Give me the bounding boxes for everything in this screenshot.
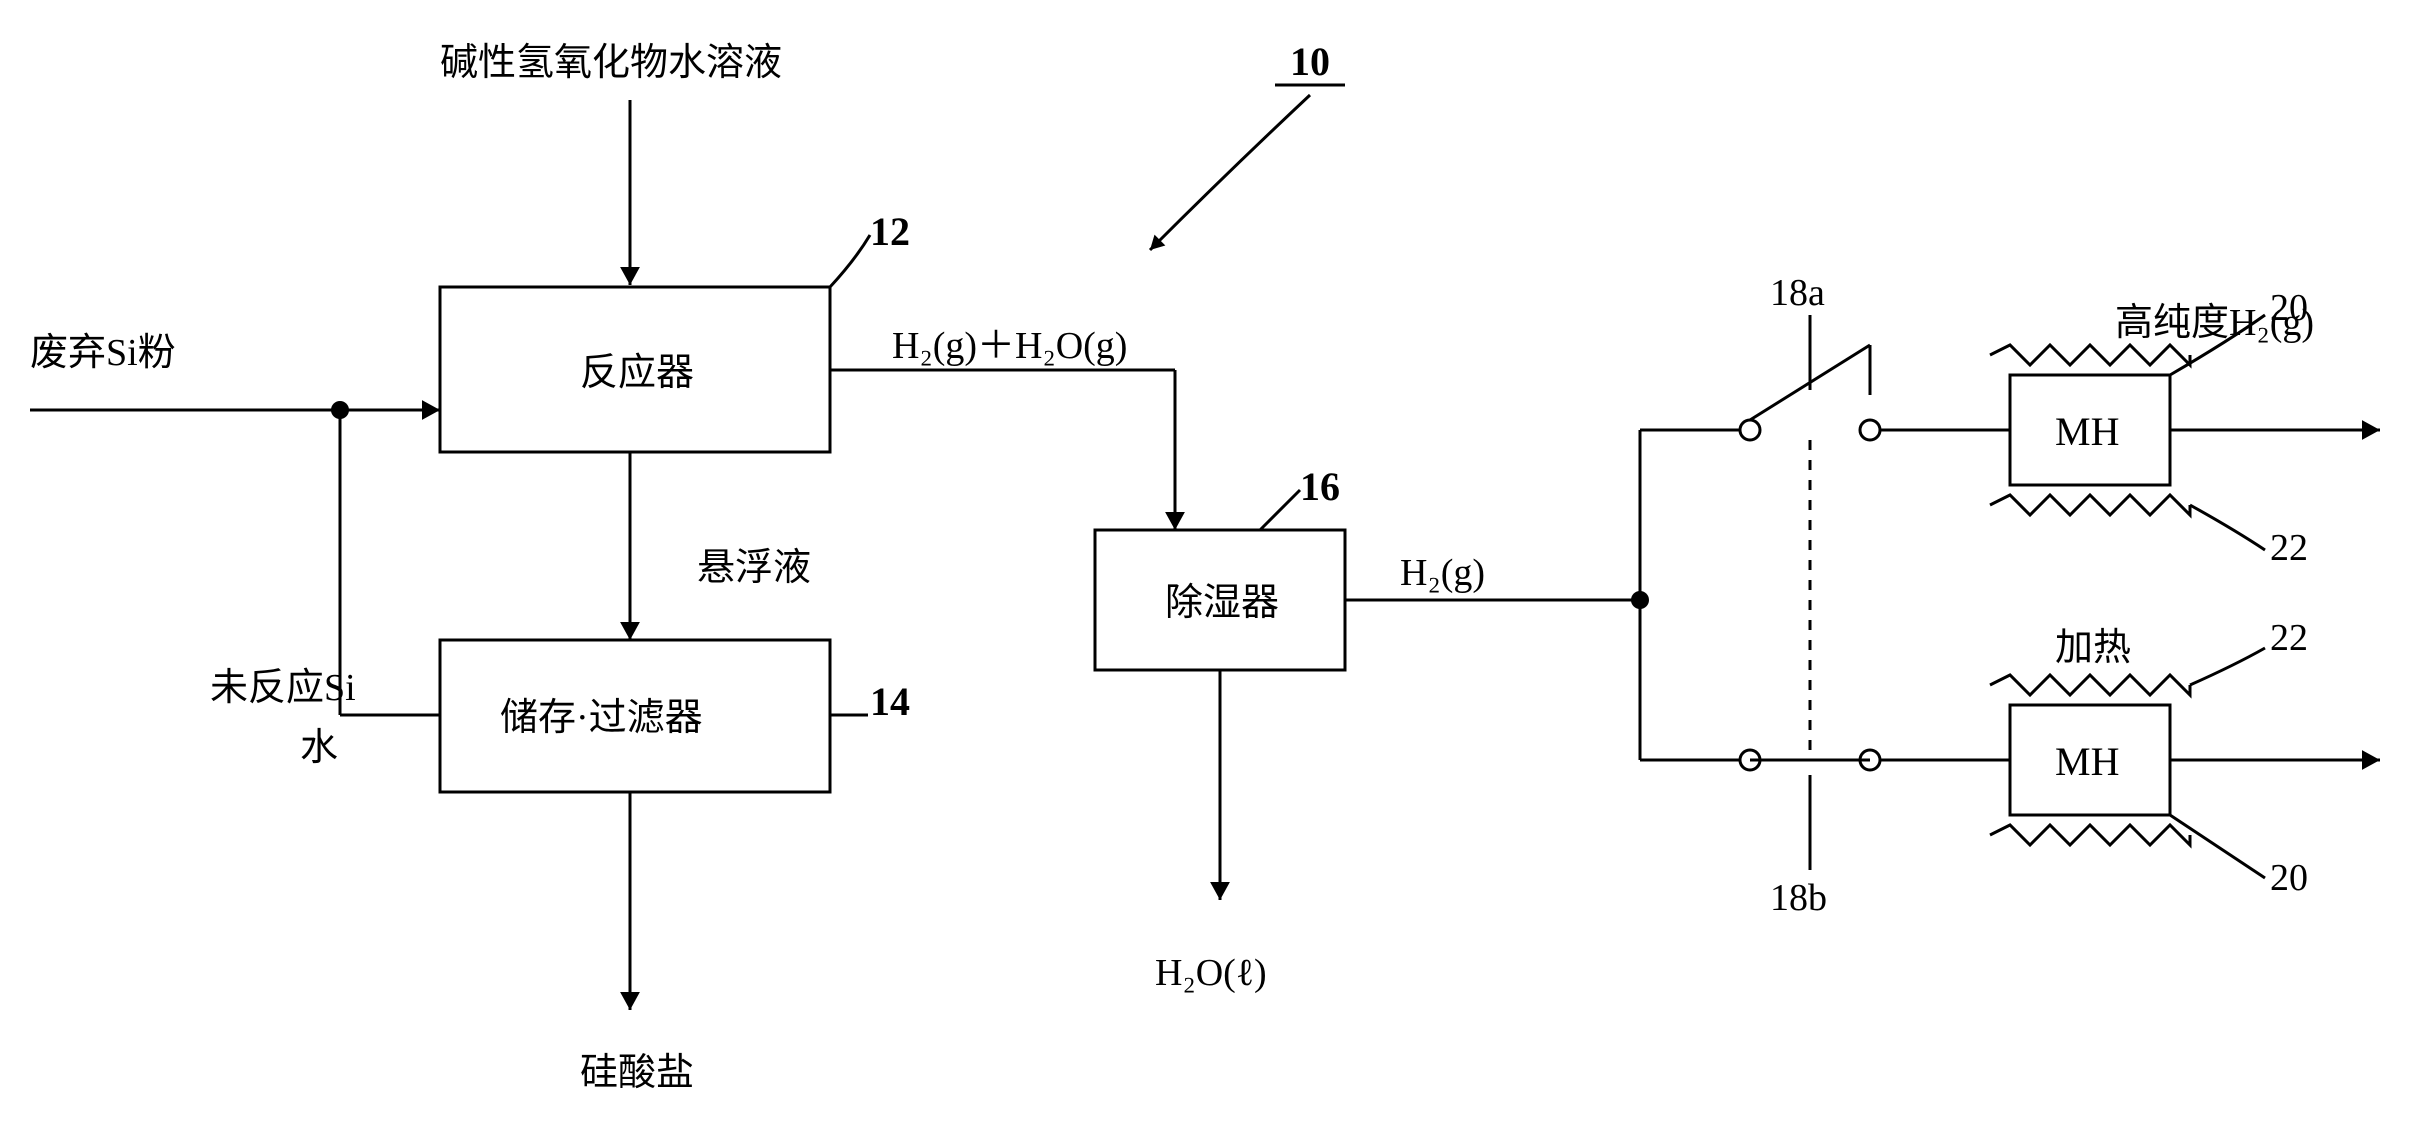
ref-18b: 18b <box>1770 877 1827 919</box>
reactor-out-head <box>1165 512 1185 530</box>
mh-top-ref22: 22 <box>2270 527 2308 569</box>
reactor-ref: 12 <box>870 209 910 254</box>
mh-top-label: MH <box>2055 409 2119 454</box>
reactor-ref-leader <box>830 235 870 287</box>
reactor-label: 反应器 <box>580 352 694 394</box>
mh-bot-ref22: 22 <box>2270 617 2308 659</box>
label-heating: 加热 <box>2055 627 2131 669</box>
mh-top-ref22-leader <box>2190 505 2265 550</box>
mh-top-out-head <box>2362 420 2380 440</box>
mh-bot-ref20: 20 <box>2270 857 2308 899</box>
ref-10: 10 <box>1290 39 1330 84</box>
label-unreacted-si: 未反应Si <box>210 667 356 709</box>
mh-bot-ref20-leader <box>2170 815 2265 878</box>
label-h2-h2o-gas: H₂(g)＋H₂O(g) <box>892 325 1127 367</box>
label-silicate: 硅酸盐 <box>580 1052 694 1094</box>
ref-18a: 18a <box>1770 272 1825 314</box>
ref-16: 16 <box>1300 464 1340 509</box>
filter-down-head <box>620 992 640 1010</box>
mh-top-ref20: 20 <box>2270 287 2308 329</box>
mh-top-zig-bot <box>1990 495 2190 515</box>
label-suspension: 悬浮液 <box>697 547 811 589</box>
mh-top-zig-top <box>1990 345 2190 365</box>
arrow-si-powder-head <box>422 400 440 420</box>
reactor-down-head <box>620 622 640 640</box>
mh-bot-zig-top <box>1990 675 2190 695</box>
arrow-alkaline-head <box>620 267 640 285</box>
filter-label: 储存·过滤器 <box>500 697 703 739</box>
switch-top-left <box>1740 420 1760 440</box>
filter-ref: 14 <box>870 679 910 724</box>
label-si-powder: 废弃Si粉 <box>30 332 176 374</box>
mh-bot-ref22-leader <box>2190 648 2265 685</box>
label-h2-gas: H₂(g) <box>1400 552 1485 594</box>
label-h2o-liquid: H₂O(ℓ) <box>1155 952 1267 994</box>
dehumid-label: 除湿器 <box>1165 582 1279 624</box>
switch-top-right <box>1860 420 1880 440</box>
ref-10-pointer <box>1150 95 1310 250</box>
mh-bot-label: MH <box>2055 739 2119 784</box>
label-alkaline: 碱性氢氧化物水溶液 <box>440 42 782 84</box>
dehumid-down-head <box>1210 882 1230 900</box>
ref-16-leader <box>1260 490 1300 530</box>
mh-bot-out-head <box>2362 750 2380 770</box>
process-diagram: 10 碱性氢氧化物水溶液 废弃Si粉 反应器 12 H₂(g)＋H₂O(g) 1… <box>0 0 2420 1140</box>
mh-bot-zig-bot <box>1990 825 2190 845</box>
label-water: 水 <box>300 727 338 769</box>
